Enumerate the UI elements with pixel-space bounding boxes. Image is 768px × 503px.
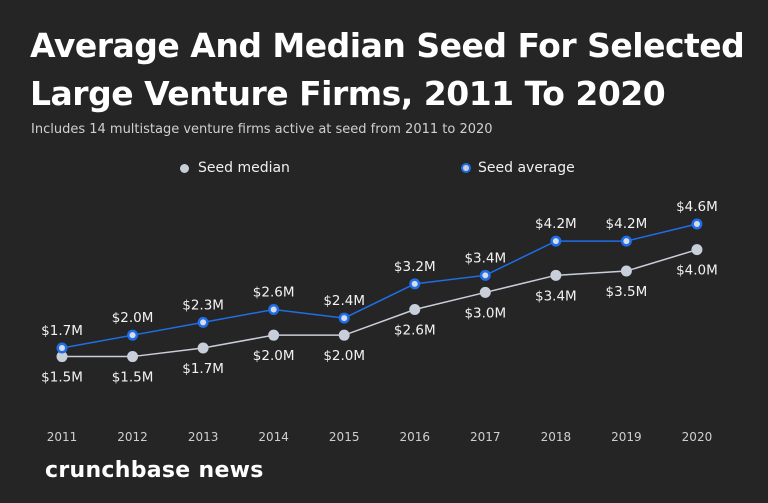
average-point-center xyxy=(270,306,277,313)
x-tick-label: 2019 xyxy=(611,430,642,444)
median-data-label: $1.5M xyxy=(41,370,83,386)
legend-item-median: Seed median xyxy=(180,160,290,176)
average-point-center xyxy=(552,238,559,245)
average-point-center xyxy=(341,315,348,322)
average-point-center xyxy=(200,319,207,326)
median-data-label: $2.0M xyxy=(323,348,365,364)
chart-title: Average And Median Seed For Selected Lar… xyxy=(30,26,745,113)
average-point-center xyxy=(693,221,700,228)
average-data-label: $1.7M xyxy=(41,323,83,339)
median-point xyxy=(338,329,350,341)
average-data-label: $2.6M xyxy=(253,285,295,301)
median-data-label: $4.0M xyxy=(676,263,718,279)
median-point xyxy=(56,351,68,363)
x-tick-label: 2015 xyxy=(329,430,360,444)
x-tick-label: 2016 xyxy=(399,430,430,444)
crunchbase-news-logo: crunchbase news xyxy=(45,458,264,483)
median-data-label: $2.0M xyxy=(253,348,295,364)
median-point xyxy=(550,269,562,281)
x-tick-label: 2013 xyxy=(188,430,219,444)
median-point xyxy=(479,286,491,298)
average-point-center xyxy=(482,272,489,279)
average-point-center xyxy=(129,332,136,339)
average-data-label: $2.0M xyxy=(112,310,154,326)
average-data-label: $3.2M xyxy=(394,259,436,275)
median-marker-icon xyxy=(180,163,189,173)
median-data-label: $1.5M xyxy=(112,370,154,386)
x-tick-label: 2020 xyxy=(682,430,713,444)
median-data-label: $3.4M xyxy=(535,288,577,304)
median-point xyxy=(409,304,421,316)
chart-subtitle: Includes 14 multistage venture firms act… xyxy=(31,122,493,137)
average-line xyxy=(61,223,698,349)
legend-label-median: Seed median xyxy=(198,160,290,176)
average-data-label: $3.4M xyxy=(464,250,506,266)
average-point-center xyxy=(411,280,418,287)
legend-item-average: Seed average xyxy=(463,160,575,176)
median-line xyxy=(62,248,698,358)
median-data-label: $3.5M xyxy=(606,284,648,300)
average-point-center xyxy=(59,345,65,352)
average-data-label: $4.2M xyxy=(606,216,648,232)
x-tick-label: 2018 xyxy=(541,430,572,444)
average-data-label: $4.2M xyxy=(535,216,577,232)
legend-label-average: Seed average xyxy=(478,160,575,176)
x-tick-label: 2014 xyxy=(258,430,289,444)
median-data-label: $3.0M xyxy=(464,305,506,321)
median-point xyxy=(197,342,209,354)
average-point-center xyxy=(623,238,630,245)
average-marker-icon xyxy=(463,165,469,171)
x-tick-label: 2012 xyxy=(117,430,148,444)
average-data-label: $4.6M xyxy=(676,199,718,215)
median-data-label: $1.7M xyxy=(182,361,224,377)
median-point xyxy=(127,351,139,363)
median-data-label: $2.6M xyxy=(394,323,436,339)
median-point xyxy=(620,265,632,277)
average-data-label: $2.4M xyxy=(323,293,365,309)
x-tick-label: 2011 xyxy=(47,430,78,444)
x-tick-label: 2017 xyxy=(470,430,501,444)
median-point xyxy=(691,244,703,256)
median-point xyxy=(268,329,280,341)
average-data-label: $2.3M xyxy=(182,297,224,313)
